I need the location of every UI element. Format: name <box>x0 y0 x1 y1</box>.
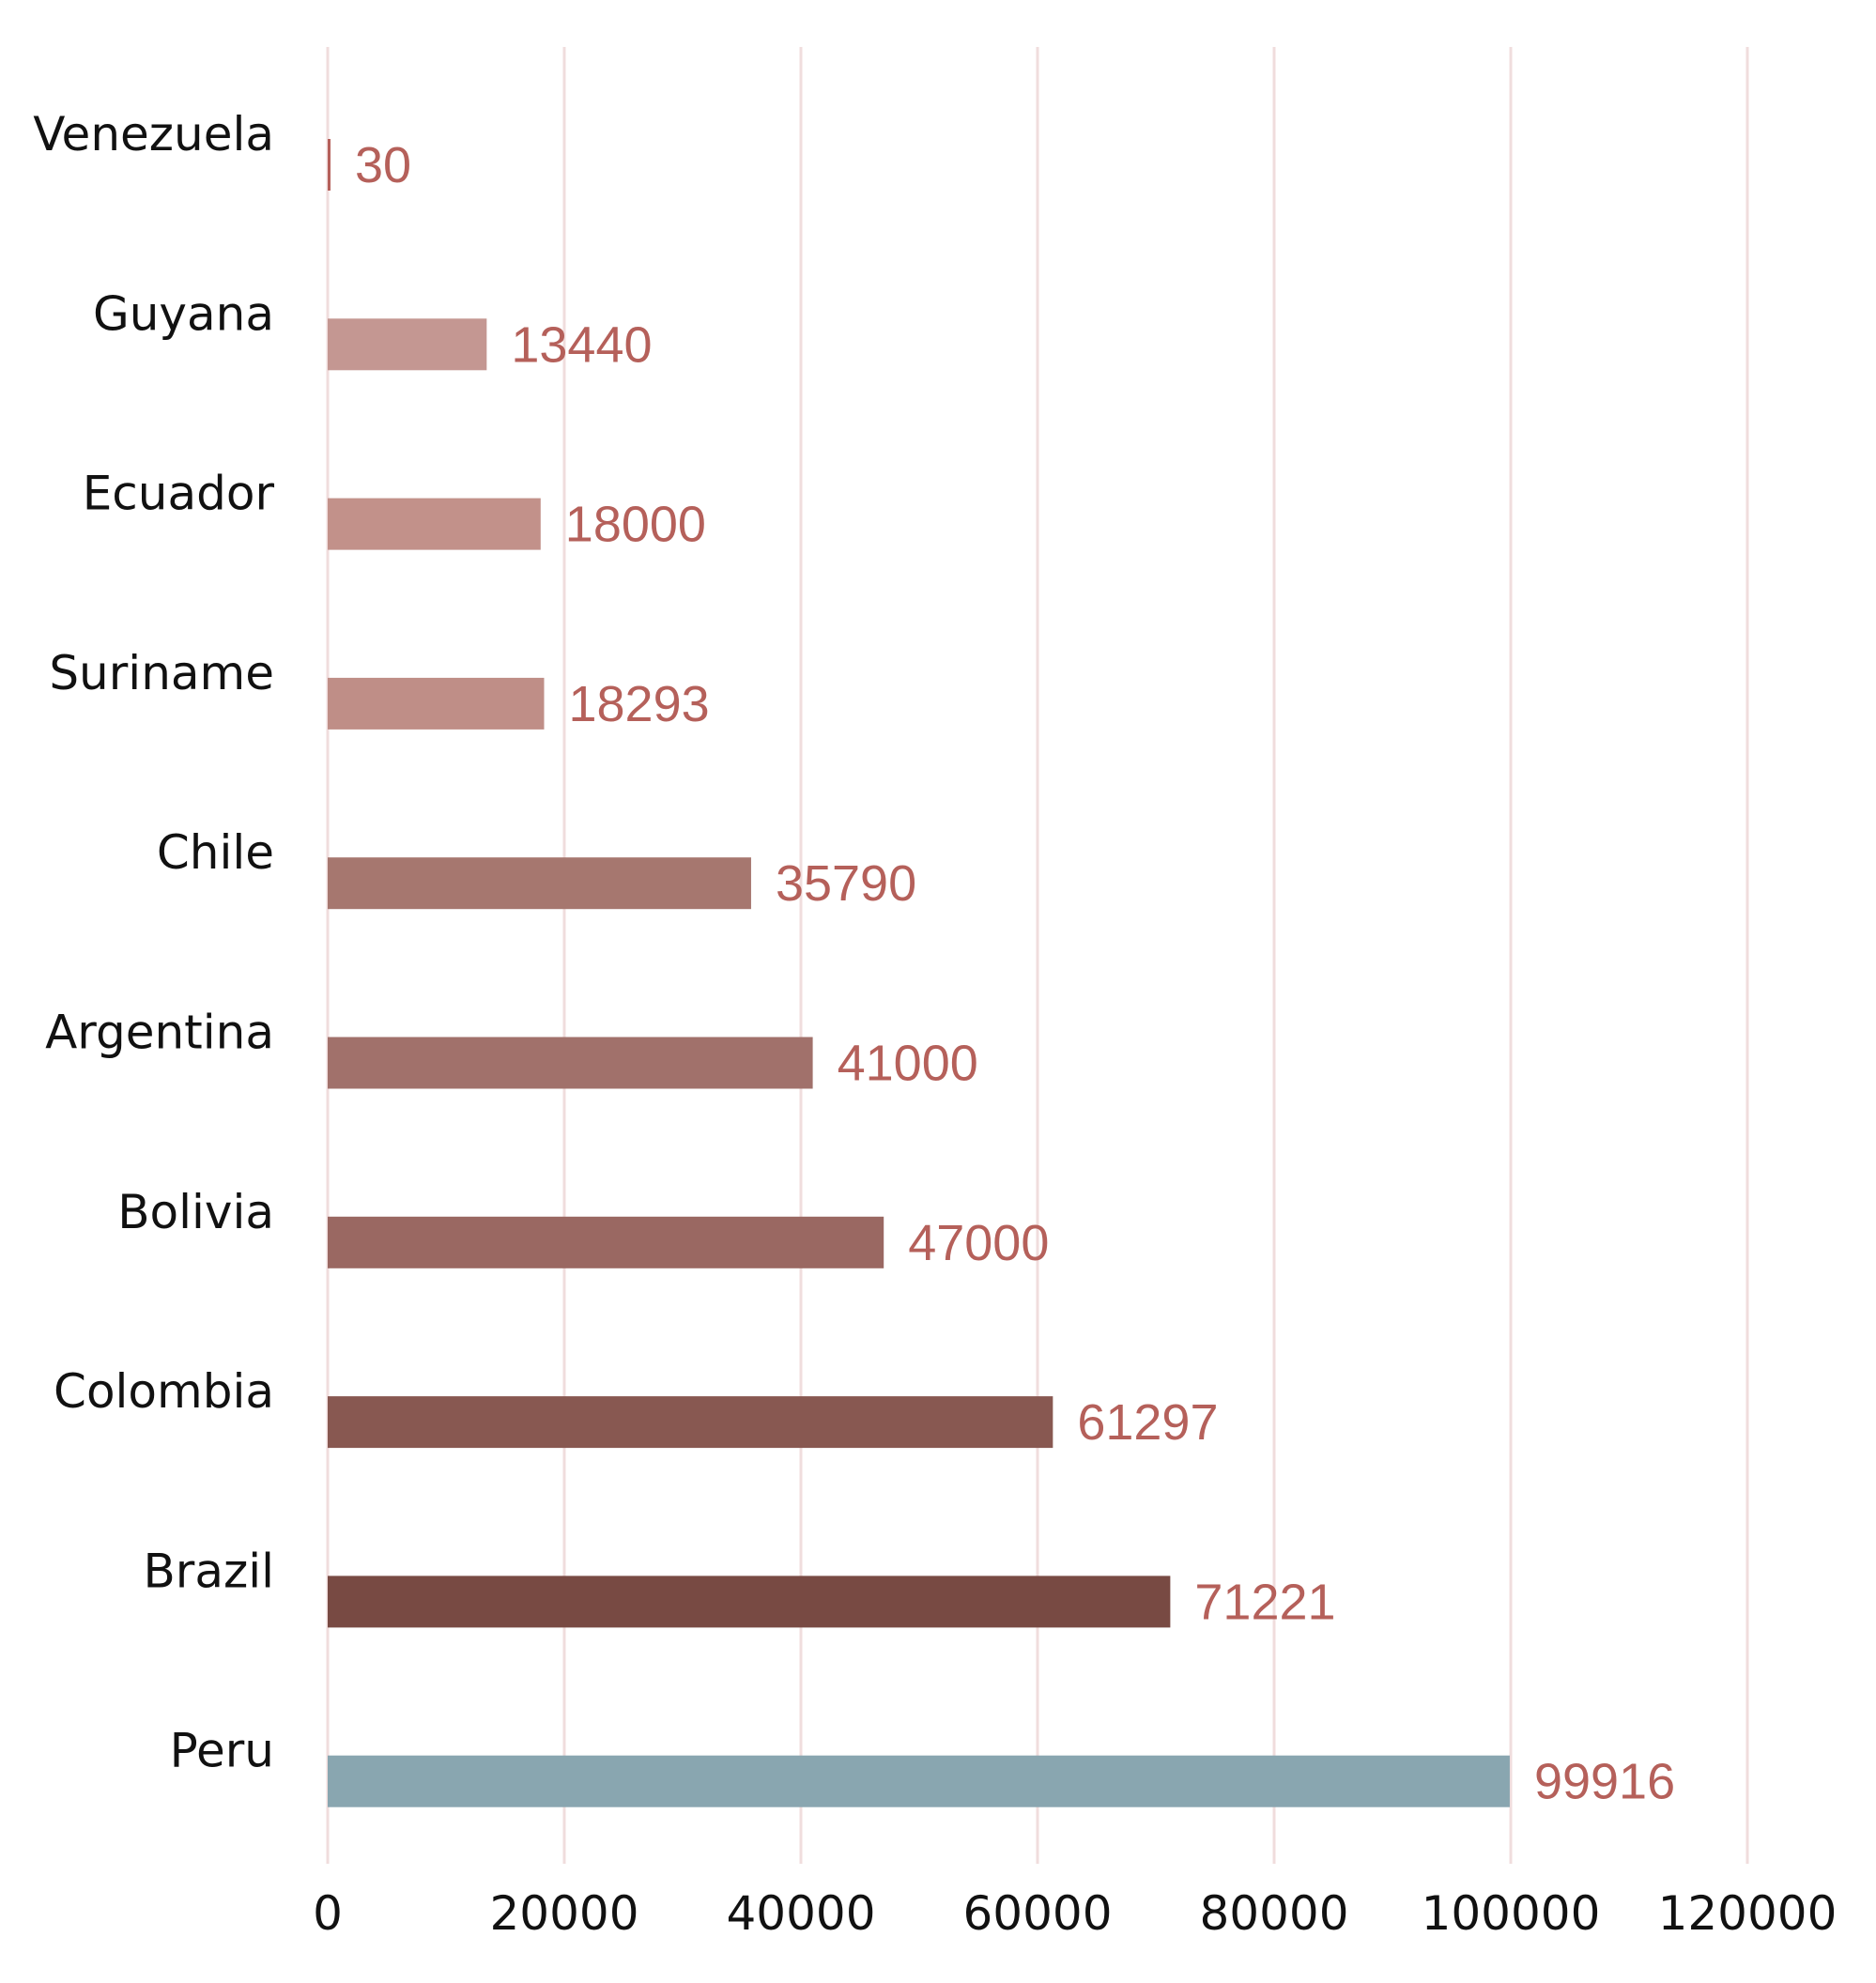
value-label: 13440 <box>511 316 652 373</box>
bar-bolivia <box>328 1216 884 1268</box>
bar-chile <box>328 857 751 910</box>
x-tick-label: 80000 <box>1199 1886 1348 1941</box>
value-label: 18293 <box>568 676 709 732</box>
bar-argentina <box>328 1037 813 1089</box>
x-tick-label: 0 <box>313 1886 343 1941</box>
category-label: Brazil <box>143 1544 274 1598</box>
category-label: Argentina <box>45 1006 274 1060</box>
category-label: Venezuela <box>33 107 274 161</box>
x-tick-label: 60000 <box>962 1886 1112 1941</box>
x-tick-label: 20000 <box>489 1886 638 1941</box>
bar-brazil <box>328 1576 1171 1628</box>
category-label: Ecuador <box>83 467 275 521</box>
category-label: Bolivia <box>117 1185 274 1239</box>
x-tick-label: 120000 <box>1658 1886 1838 1941</box>
value-label: 61297 <box>1077 1394 1218 1451</box>
x-tick-label: 40000 <box>726 1886 875 1941</box>
bar-guyana <box>328 318 487 371</box>
value-label: 47000 <box>908 1215 1049 1271</box>
value-label: 99916 <box>1534 1754 1675 1810</box>
value-label: 18000 <box>565 497 706 553</box>
value-label: 35790 <box>776 855 916 912</box>
x-tick-label: 100000 <box>1422 1886 1601 1941</box>
category-label: Peru <box>170 1724 274 1778</box>
bar-peru <box>328 1755 1510 1807</box>
value-label: 30 <box>355 137 411 193</box>
bar-colombia <box>328 1396 1053 1449</box>
bar-venezuela <box>328 139 331 191</box>
value-label: 41000 <box>838 1036 978 1092</box>
category-label: Guyana <box>93 286 274 341</box>
bar-suriname <box>328 677 545 730</box>
category-label: Colombia <box>54 1364 274 1419</box>
bar-ecuador <box>328 498 541 550</box>
value-label: 71221 <box>1194 1574 1335 1630</box>
category-label: Suriname <box>49 646 274 700</box>
category-label: Chile <box>157 825 274 880</box>
